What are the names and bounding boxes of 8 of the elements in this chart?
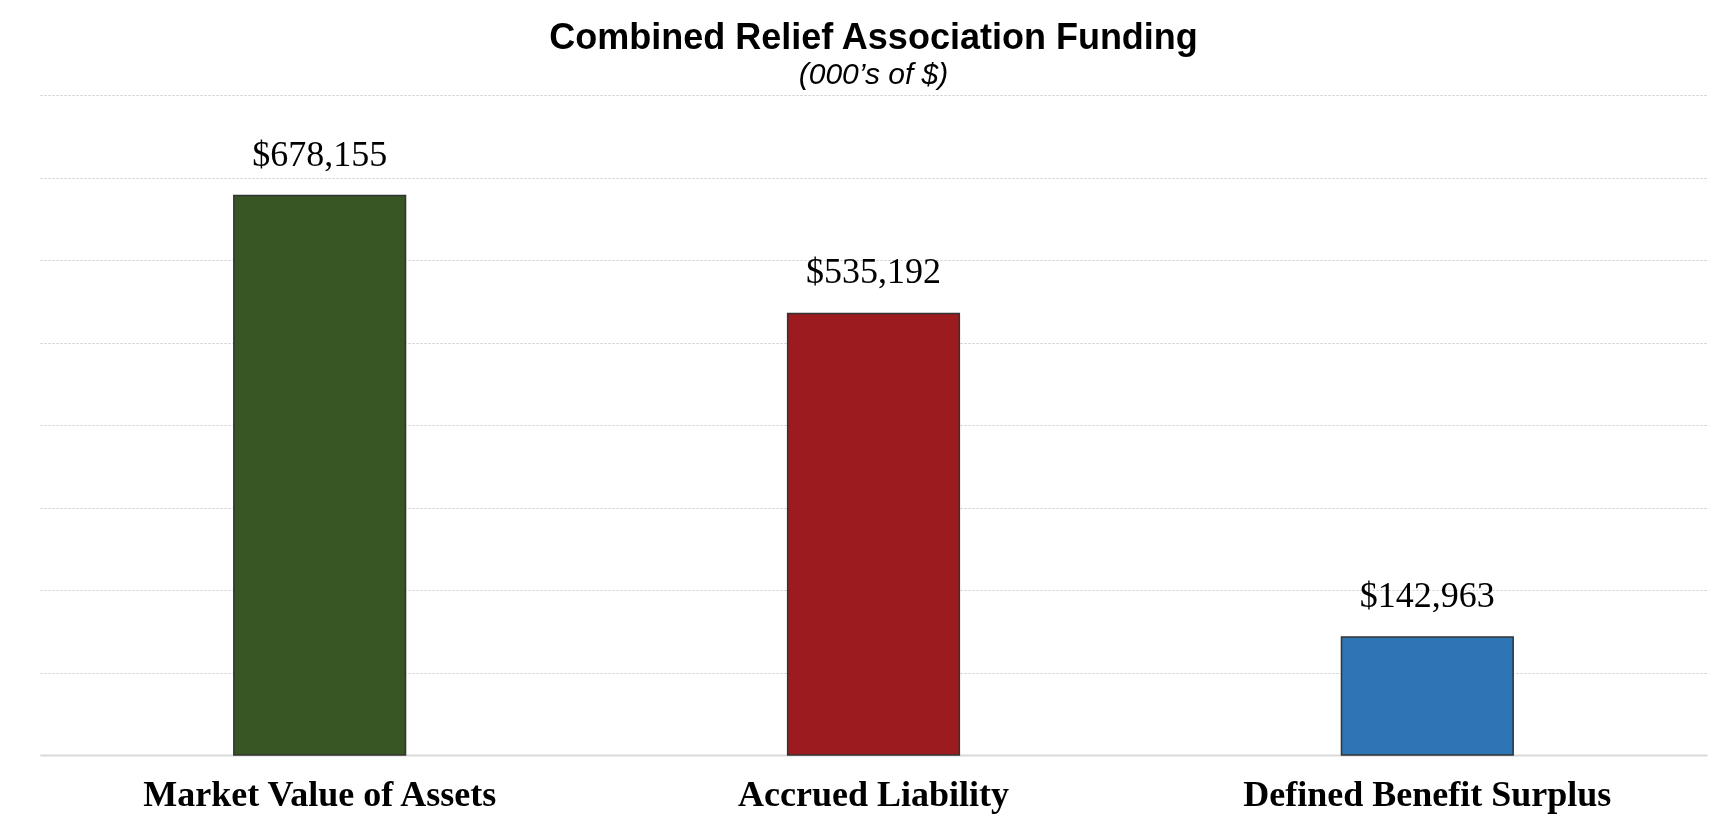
- x-tick-label: Defined Benefit Surplus: [1243, 773, 1612, 814]
- chart-title: Combined Relief Association Funding: [549, 16, 1198, 57]
- data-label: $142,963: [1359, 575, 1495, 616]
- x-tick-label: Market Value of Assets: [143, 773, 497, 814]
- chart-subtitle: (000’s of $): [798, 57, 949, 90]
- x-tick-label: Accrued Liability: [738, 773, 1009, 814]
- data-label: $678,155: [252, 133, 388, 174]
- data-label: $535,192: [806, 251, 941, 292]
